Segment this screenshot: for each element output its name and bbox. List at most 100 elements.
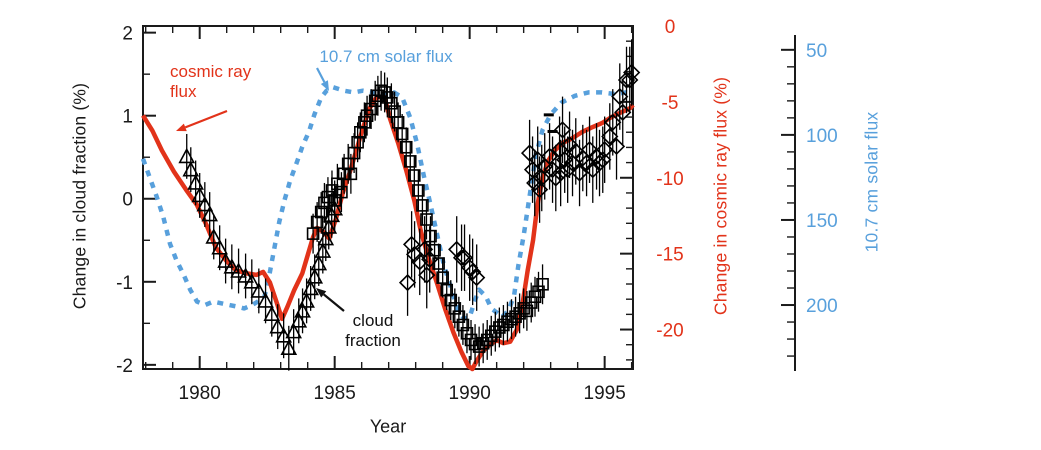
blue-tick-label: 150 bbox=[806, 211, 838, 232]
cloud-triangle-marker bbox=[285, 322, 302, 339]
cosmic-ray-arrow-head bbox=[176, 123, 187, 132]
cloud-fraction-arrow-head bbox=[316, 288, 327, 298]
annotation-cosmic-ray-line1: cosmic ray bbox=[170, 62, 252, 81]
cloud-square-marker bbox=[444, 293, 458, 307]
cloud-square-marker bbox=[460, 326, 474, 340]
cloud-diamond-marker bbox=[623, 63, 641, 82]
cloud-square-marker bbox=[335, 185, 348, 199]
cloud-square-marker bbox=[480, 333, 494, 347]
red-tick-label: -10 bbox=[656, 169, 683, 190]
blue-tick-label: 200 bbox=[806, 296, 838, 317]
cloud-triangle-marker bbox=[243, 273, 261, 289]
cloud-square-marker bbox=[395, 127, 409, 141]
left-tick-label: 2 bbox=[122, 24, 133, 45]
red-tick-label: -20 bbox=[656, 321, 683, 342]
solar-flux-arrow bbox=[316, 67, 326, 83]
cloud-triangle-marker bbox=[250, 282, 268, 298]
cloud-square-marker bbox=[310, 215, 324, 229]
cloud-diamond-marker bbox=[607, 137, 626, 156]
cloud-square-marker bbox=[328, 194, 341, 207]
cloud-square-marker bbox=[354, 126, 367, 139]
cloud-diamond-marker bbox=[584, 161, 602, 179]
cloud-diamond-marker bbox=[601, 127, 619, 146]
cloud-square-marker bbox=[464, 333, 478, 347]
annotation-cloud-fraction-line2: fraction bbox=[345, 331, 401, 350]
cloud-square-marker bbox=[399, 140, 413, 154]
cloud-square-marker bbox=[420, 213, 433, 226]
cosmic-ray-line bbox=[141, 95, 635, 372]
annotation-cloud-fraction: cloud fraction bbox=[330, 311, 416, 351]
cloud-diamond-marker bbox=[604, 113, 622, 131]
cloud-square-marker bbox=[344, 167, 358, 181]
cloud-square-marker bbox=[314, 205, 328, 219]
x-axis-title: Year bbox=[369, 416, 407, 437]
cloud-diamond-marker bbox=[611, 87, 629, 106]
x-tick-label: 1990 bbox=[449, 383, 491, 404]
cloud-square-marker bbox=[440, 283, 454, 297]
left-tick-label: 1 bbox=[122, 107, 133, 128]
left-tick-label: -1 bbox=[116, 273, 133, 294]
cloud-triangle-marker bbox=[191, 186, 209, 203]
cloud-square-marker bbox=[408, 169, 421, 182]
cloud-triangle-marker bbox=[280, 339, 298, 356]
cloud-dash-marker bbox=[543, 113, 554, 117]
x-tick-label: 1980 bbox=[179, 383, 221, 404]
cloud-triangle-marker bbox=[269, 317, 287, 334]
cloud-diamond-marker bbox=[468, 269, 486, 287]
cloud-triangle-marker bbox=[230, 262, 247, 278]
annotation-cloud-fraction-line1: cloud bbox=[352, 311, 394, 330]
cloud-square-marker bbox=[385, 96, 398, 110]
cloud-diamond-marker bbox=[421, 250, 439, 269]
cloud-diamond-marker bbox=[418, 266, 436, 284]
cloud-square-marker bbox=[476, 336, 490, 350]
cloud-square-marker bbox=[484, 329, 498, 343]
cloud-fraction-arrow bbox=[323, 293, 345, 312]
cloud-diamond-marker bbox=[533, 169, 551, 187]
cloud-square-marker bbox=[364, 102, 378, 116]
left-tick-label: -2 bbox=[116, 356, 133, 377]
cloud-diamond-marker bbox=[614, 103, 632, 122]
cloud-square-marker bbox=[472, 340, 486, 353]
blue-tick-label: 50 bbox=[806, 41, 827, 62]
far-right-axis-title-solar-flux: 10.7 cm solar flux bbox=[861, 111, 882, 253]
cloud-square-marker bbox=[358, 116, 371, 129]
cloud-triangle-marker bbox=[201, 205, 219, 222]
cloud-square-marker bbox=[456, 318, 470, 332]
cloud-triangle-marker bbox=[217, 252, 234, 268]
cloud-triangle-marker bbox=[196, 195, 214, 212]
x-tick-label: 1985 bbox=[314, 383, 356, 404]
cloud-square-marker bbox=[412, 184, 425, 197]
cloud-triangle-marker bbox=[263, 305, 281, 321]
cloud-triangle-marker bbox=[211, 239, 229, 255]
cloud-square-marker bbox=[452, 310, 466, 323]
cloud-diamond-marker bbox=[552, 164, 570, 182]
cloud-square-marker bbox=[448, 302, 462, 315]
right-axis-title-cosmic-ray: Change in cosmic ray flux (%) bbox=[710, 76, 731, 316]
blue-tick-label: 100 bbox=[806, 126, 838, 147]
annotation-cosmic-ray-flux: cosmic ray flux bbox=[170, 62, 251, 102]
annotation-solar-flux: 10.7 cm solar flux bbox=[319, 47, 453, 66]
cloud-square-marker bbox=[489, 325, 502, 338]
solar-flux-arrow-head bbox=[320, 80, 329, 91]
cloud-triangle-marker bbox=[257, 292, 274, 308]
cloud-square-marker bbox=[321, 190, 335, 204]
cloud-diamond-marker bbox=[594, 151, 612, 169]
cosmic-ray-arrow bbox=[184, 109, 228, 129]
cloud-diamond-marker bbox=[402, 235, 421, 254]
solar-flux-line bbox=[140, 85, 634, 321]
cloud-square-marker bbox=[520, 304, 534, 318]
cloud-square-marker bbox=[403, 155, 417, 168]
x-tick-label: 1995 bbox=[584, 383, 626, 404]
cloud-square-marker bbox=[532, 285, 545, 299]
cloud-square-marker bbox=[331, 177, 344, 191]
cloud-diamond-marker bbox=[570, 164, 589, 182]
cloud-diamond-marker bbox=[540, 147, 559, 166]
annotation-cosmic-ray-line2: flux bbox=[170, 82, 197, 101]
red-tick-label: 0 bbox=[665, 17, 676, 38]
cloud-diamond-marker bbox=[398, 273, 417, 292]
cloud-diamond-marker bbox=[452, 249, 471, 267]
cloud-diamond-marker bbox=[464, 263, 482, 281]
cloud-square-marker bbox=[436, 271, 449, 284]
cloud-square-marker bbox=[416, 199, 429, 212]
